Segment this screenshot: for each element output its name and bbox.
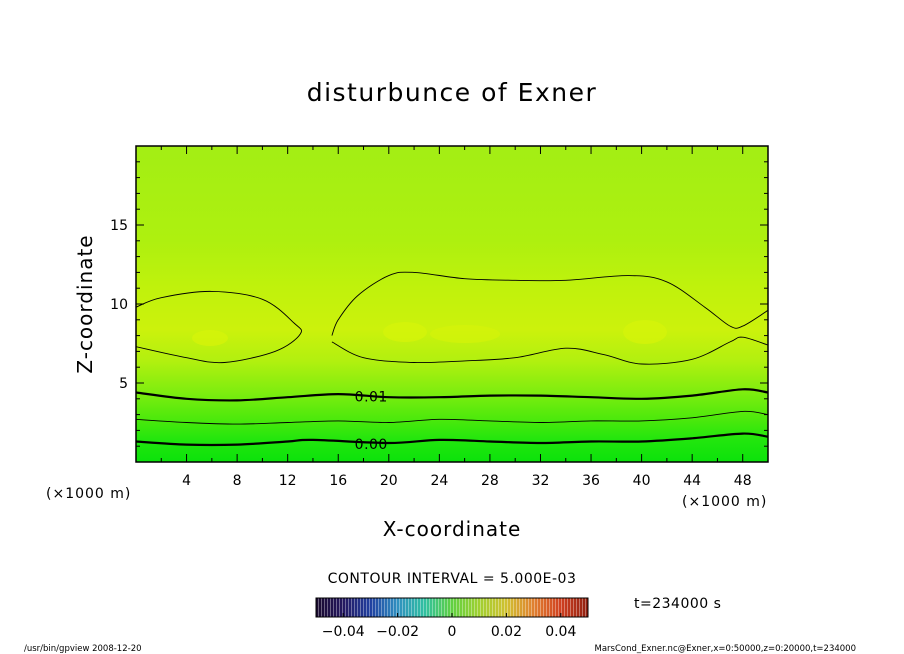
x-tick-label-20: 20 [380, 473, 398, 489]
x-unit-left: (×1000 m) [46, 486, 131, 502]
chart-title: disturbunce of Exner [307, 78, 598, 107]
y-tick-label-5: 5 [119, 376, 128, 392]
colorbar-tick-label-2: 0 [448, 624, 457, 640]
time-label: t=234000 s [634, 596, 721, 612]
field-highlights [192, 320, 667, 346]
contour-line-5 [331, 336, 768, 365]
x-tick-label-4: 4 [182, 473, 191, 489]
footer-right: MarsCond_Exner.nc@Exner,x=0:50000,z=0:20… [594, 644, 856, 654]
x-tick-label-28: 28 [481, 473, 499, 489]
x-unit-right: (×1000 m) [682, 494, 767, 510]
colorbar-tick-label-3: 0.02 [491, 624, 522, 640]
x-tick-label-32: 32 [532, 473, 550, 489]
colorbar-tick-label-0: −0.04 [322, 624, 365, 640]
field-fill [136, 146, 768, 462]
contour-line-0 [136, 432, 768, 447]
y-axis-label: Z-coordinate [73, 234, 97, 373]
x-tick-label-48: 48 [734, 473, 752, 489]
x-tick-label-36: 36 [582, 473, 600, 489]
colorbar-tick-label-1: −0.02 [376, 624, 419, 640]
x-tick-label-40: 40 [633, 473, 651, 489]
footer-left: /usr/bin/gpview 2008-12-20 [24, 644, 142, 654]
x-tick-label-12: 12 [279, 473, 297, 489]
y-tick-label-10: 10 [110, 297, 128, 313]
colorbar-stripes [316, 598, 588, 617]
contour-labels: 0.01 0.00 [355, 390, 388, 453]
contour-label-0: 0.01 [355, 390, 388, 406]
contour-line-3 [136, 290, 302, 364]
colorbar-tick-label-4: 0.04 [545, 624, 576, 640]
contour-layer [136, 271, 768, 447]
y-tick-label-15: 15 [110, 218, 128, 234]
x-tick-label-8: 8 [233, 473, 242, 489]
contour-line-4 [331, 271, 768, 336]
colorbar-ticks: −0.04 −0.02 0 0.02 0.04 [322, 613, 576, 640]
colorbar: −0.04 −0.02 0 0.02 0.04 [315, 597, 589, 640]
x-axis-label: X-coordinate [383, 517, 522, 541]
x-tick-label-16: 16 [329, 473, 347, 489]
contour-interval-text: CONTOUR INTERVAL = 5.000E-03 [328, 571, 577, 587]
x-tick-label-44: 44 [683, 473, 701, 489]
contour-line-1 [136, 410, 768, 425]
contour-line-2 [136, 388, 768, 402]
contour-label-1: 0.00 [355, 437, 388, 453]
x-tick-label-24: 24 [430, 473, 448, 489]
